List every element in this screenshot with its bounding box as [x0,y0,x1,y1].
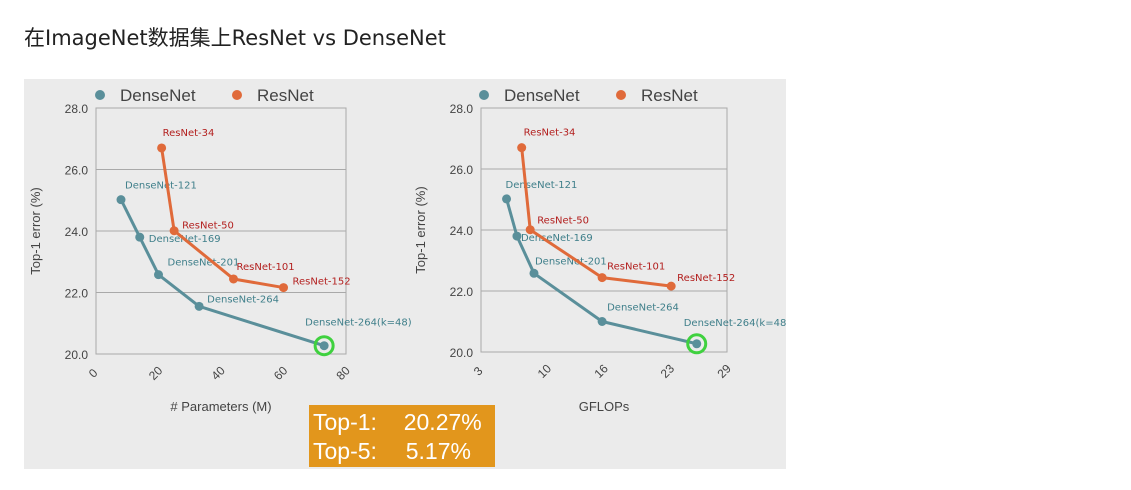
data-point [597,273,607,283]
y-tick-label: 20.0 [65,348,89,362]
comparison-figure: 20.0 22.0 24.0 26.0 28.0 0 20 40 60 80 # Parameter… [24,79,786,469]
series-line-resnet [520,147,672,288]
data-point [135,232,145,242]
data-point [229,274,238,284]
page-title: 在ImageNet数据集上ResNet vs DenseNet [24,26,446,50]
top5-value: 5.17% [405,438,471,464]
data-label: ResNet-152 [293,277,351,288]
x-tick-label: 20 [146,363,166,383]
y-tick-label: 24.0 [450,224,474,238]
x-tick-label: 40 [208,363,228,383]
x-axis-label: # Parameters (M) [170,399,271,414]
legend: DenseNet ResNet [479,86,698,105]
chart-1: 20.0 22.0 24.0 26.0 28.0 0 20 40 60 80 # Parameter… [28,86,412,414]
data-label: DenseNet-264(k=48) [684,318,786,329]
data-point [525,225,535,235]
chart-2: 20.0 22.0 24.0 26.0 28.0 3 10 16 23 29 GFLOPs Top-1… [413,86,786,414]
x-tick-label: 3 [471,364,486,379]
y-tick-label: 20.0 [450,346,474,360]
data-point [169,226,179,236]
data-label: DenseNet-264 [607,303,679,314]
data-label: DenseNet-201 [535,256,607,267]
data-point [502,194,512,204]
data-label: ResNet-101 [237,262,295,273]
plot-frame [95,107,347,355]
data-point [529,268,539,278]
result-callout: Top-1: 20.27% Top-5: 5.17% [309,405,495,467]
data-label: DenseNet-121 [125,181,197,192]
data-label: ResNet-50 [182,221,234,232]
data-point [116,195,126,205]
data-label: DenseNet-169 [521,233,593,244]
legend: DenseNet ResNet [95,86,314,105]
x-axis-label: GFLOPs [579,399,630,414]
data-label: DenseNet-264(k=48) [305,318,412,329]
data-point [154,270,163,280]
x-tick-label: 60 [271,363,291,383]
data-point [319,341,329,351]
data-point [157,143,167,153]
data-label: DenseNet-264 [207,294,279,305]
plot-frame [480,107,728,353]
data-point [194,301,204,311]
y-tick-label: 28.0 [65,102,89,116]
x-tick-label: 23 [658,361,678,381]
legend-marker-densenet [479,90,489,100]
x-tick-label: 0 [86,366,101,381]
legend-label-resnet: ResNet [257,86,314,105]
y-tick-label: 22.0 [450,285,474,299]
data-point [597,317,607,326]
x-tick-label: 29 [714,361,734,381]
data-label: DenseNet-201 [168,258,240,269]
x-tick-label: 80 [333,363,353,383]
top1-label: Top-1: [313,409,377,435]
legend-label-resnet: ResNet [641,86,698,105]
y-tick-label: 26.0 [450,163,474,177]
data-point [279,283,288,293]
data-point [512,231,522,241]
data-label: ResNet-50 [537,216,589,227]
x-tick-label: 16 [591,361,611,381]
data-point [517,143,527,153]
series-line-resnet [160,147,284,290]
legend-label-densenet: DenseNet [504,86,580,105]
data-label: ResNet-101 [607,262,665,273]
data-point [666,281,676,291]
x-tick-label: 10 [535,361,555,381]
highlight-ring [686,333,708,355]
legend-marker-densenet [95,90,105,100]
data-label: ResNet-34 [524,128,576,139]
y-axis-label: Top-1 error (%) [28,187,43,274]
data-label: DenseNet-121 [506,180,578,191]
y-tick-label: 26.0 [65,164,89,178]
highlight-ring [313,335,335,357]
legend-label-densenet: DenseNet [120,86,196,105]
y-axis-label: Top-1 error (%) [413,186,428,273]
legend-marker-resnet [232,90,242,100]
y-tick-label: 24.0 [65,225,89,239]
data-label: ResNet-34 [163,128,215,139]
y-tick-label: 22.0 [65,287,89,301]
y-tick-label: 28.0 [450,102,474,116]
charts-svg: 20.0 22.0 24.0 26.0 28.0 0 20 40 60 80 # Parameter… [28,86,786,414]
legend-marker-resnet [616,90,626,100]
top1-value: 20.27% [403,409,482,435]
top5-label: Top-5: [313,438,377,464]
data-point [692,339,702,349]
data-label: ResNet-152 [677,273,735,284]
